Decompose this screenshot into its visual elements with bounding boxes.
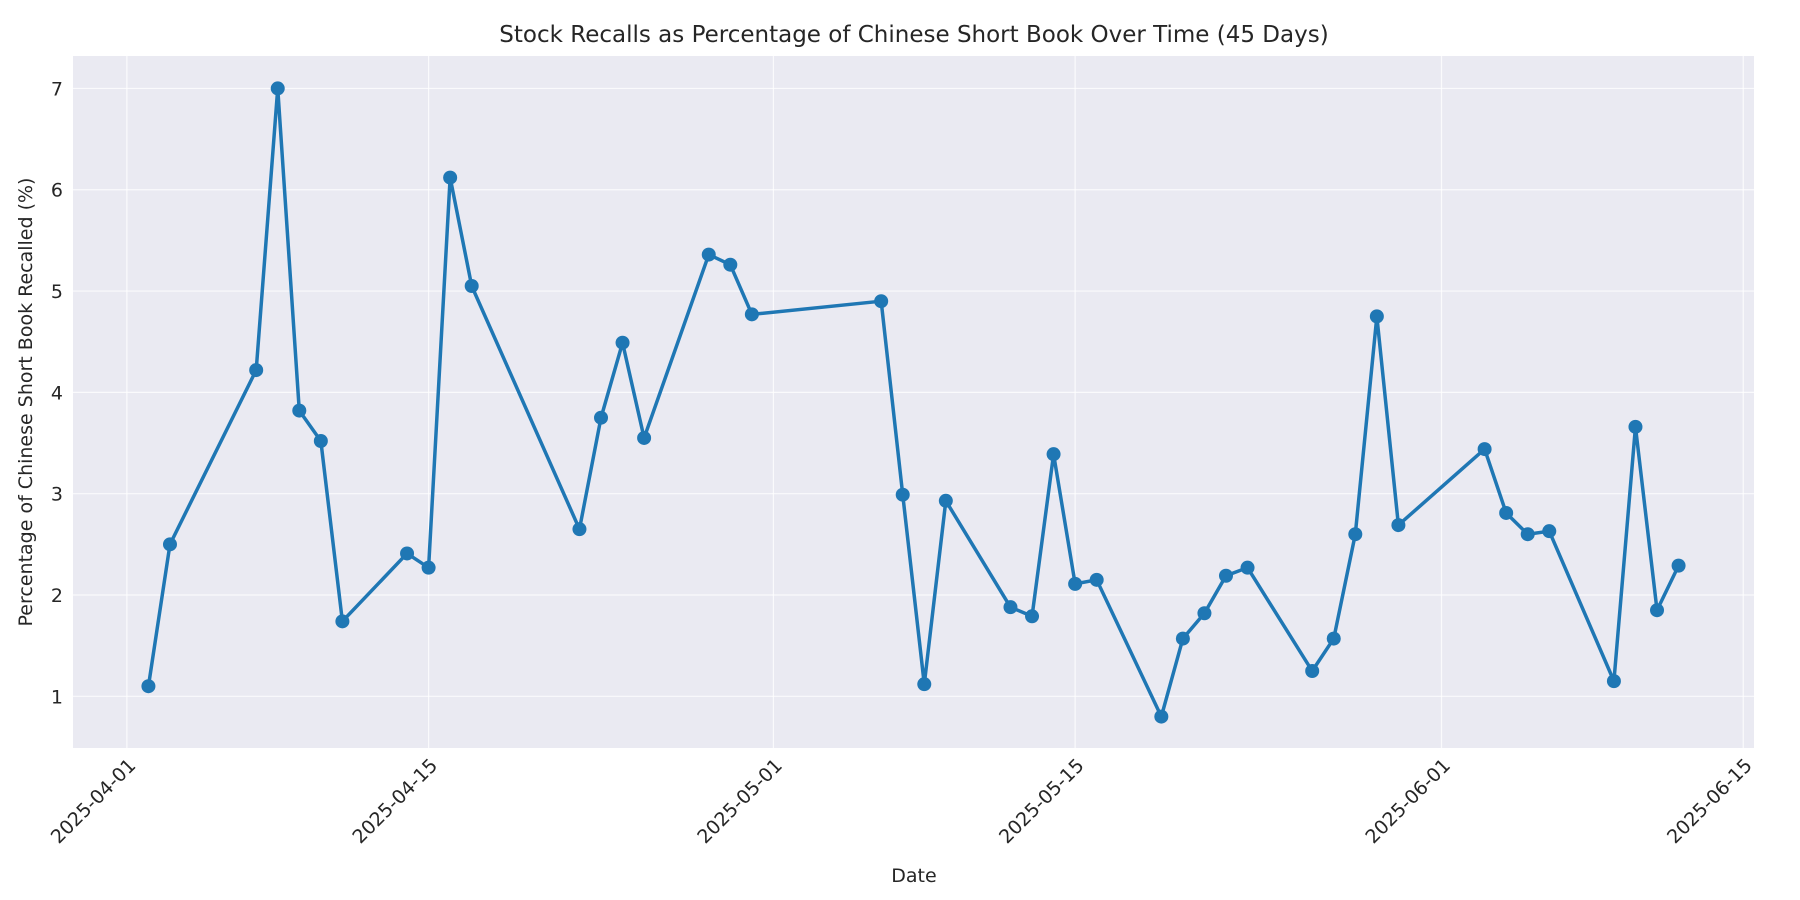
data-point [723, 257, 738, 272]
data-point [1089, 572, 1104, 587]
data-point [292, 403, 307, 418]
data-point [270, 81, 285, 96]
data-point [1240, 560, 1255, 575]
y-tick-label: 2 [51, 585, 63, 607]
data-point [1520, 527, 1535, 542]
data-point [464, 278, 479, 293]
y-axis-label: Percentage of Chinese Short Book Recalle… [15, 178, 37, 627]
y-tick-label: 1 [51, 686, 63, 708]
data-point [443, 170, 458, 185]
data-point [1218, 568, 1233, 583]
data-point [1477, 442, 1492, 457]
data-point [249, 363, 264, 378]
data-point [1348, 527, 1363, 542]
data-point [594, 410, 609, 425]
data-point [1046, 447, 1061, 462]
x-tick-label: 2025-06-01 [1361, 755, 1455, 849]
x-tick-label: 2025-04-15 [348, 755, 442, 849]
data-point [162, 537, 177, 552]
data-point [1326, 631, 1341, 646]
data-point [874, 294, 889, 309]
data-point [1068, 576, 1083, 591]
data-point [141, 679, 156, 694]
data-point [744, 307, 759, 322]
y-tick-label: 7 [51, 78, 63, 100]
plot-background [73, 56, 1754, 748]
data-point [1305, 663, 1320, 678]
data-point [1628, 419, 1643, 434]
data-point [1671, 558, 1686, 573]
data-point [400, 546, 415, 561]
data-point [1391, 518, 1406, 533]
y-tick-label: 6 [51, 180, 63, 202]
data-point [1499, 505, 1514, 520]
data-point [895, 487, 910, 502]
y-tick-label: 4 [51, 382, 63, 404]
x-axis-label: Date [891, 865, 936, 887]
data-point [1003, 600, 1018, 615]
data-point [1606, 674, 1621, 689]
data-point [335, 614, 350, 629]
data-point [572, 522, 587, 537]
data-point [313, 434, 328, 449]
x-tick-label: 2025-04-01 [47, 755, 141, 849]
x-tick-label: 2025-05-01 [693, 755, 787, 849]
x-tick-label: 2025-05-15 [995, 755, 1089, 849]
y-tick-label: 5 [51, 281, 63, 303]
data-point [615, 335, 630, 350]
data-point [637, 430, 652, 445]
data-point [1542, 524, 1557, 539]
data-point [1650, 603, 1665, 618]
data-point [421, 560, 436, 575]
chart-title: Stock Recalls as Percentage of Chinese S… [499, 22, 1328, 48]
data-point [938, 493, 953, 508]
data-point [1175, 631, 1190, 646]
y-tick-label: 3 [51, 484, 63, 506]
data-point [1154, 709, 1169, 724]
data-point [1025, 609, 1040, 624]
x-tick-label: 2025-06-15 [1663, 755, 1757, 849]
data-point [701, 247, 716, 262]
data-point [1197, 606, 1212, 621]
data-point [1369, 309, 1384, 324]
data-point [917, 677, 932, 692]
